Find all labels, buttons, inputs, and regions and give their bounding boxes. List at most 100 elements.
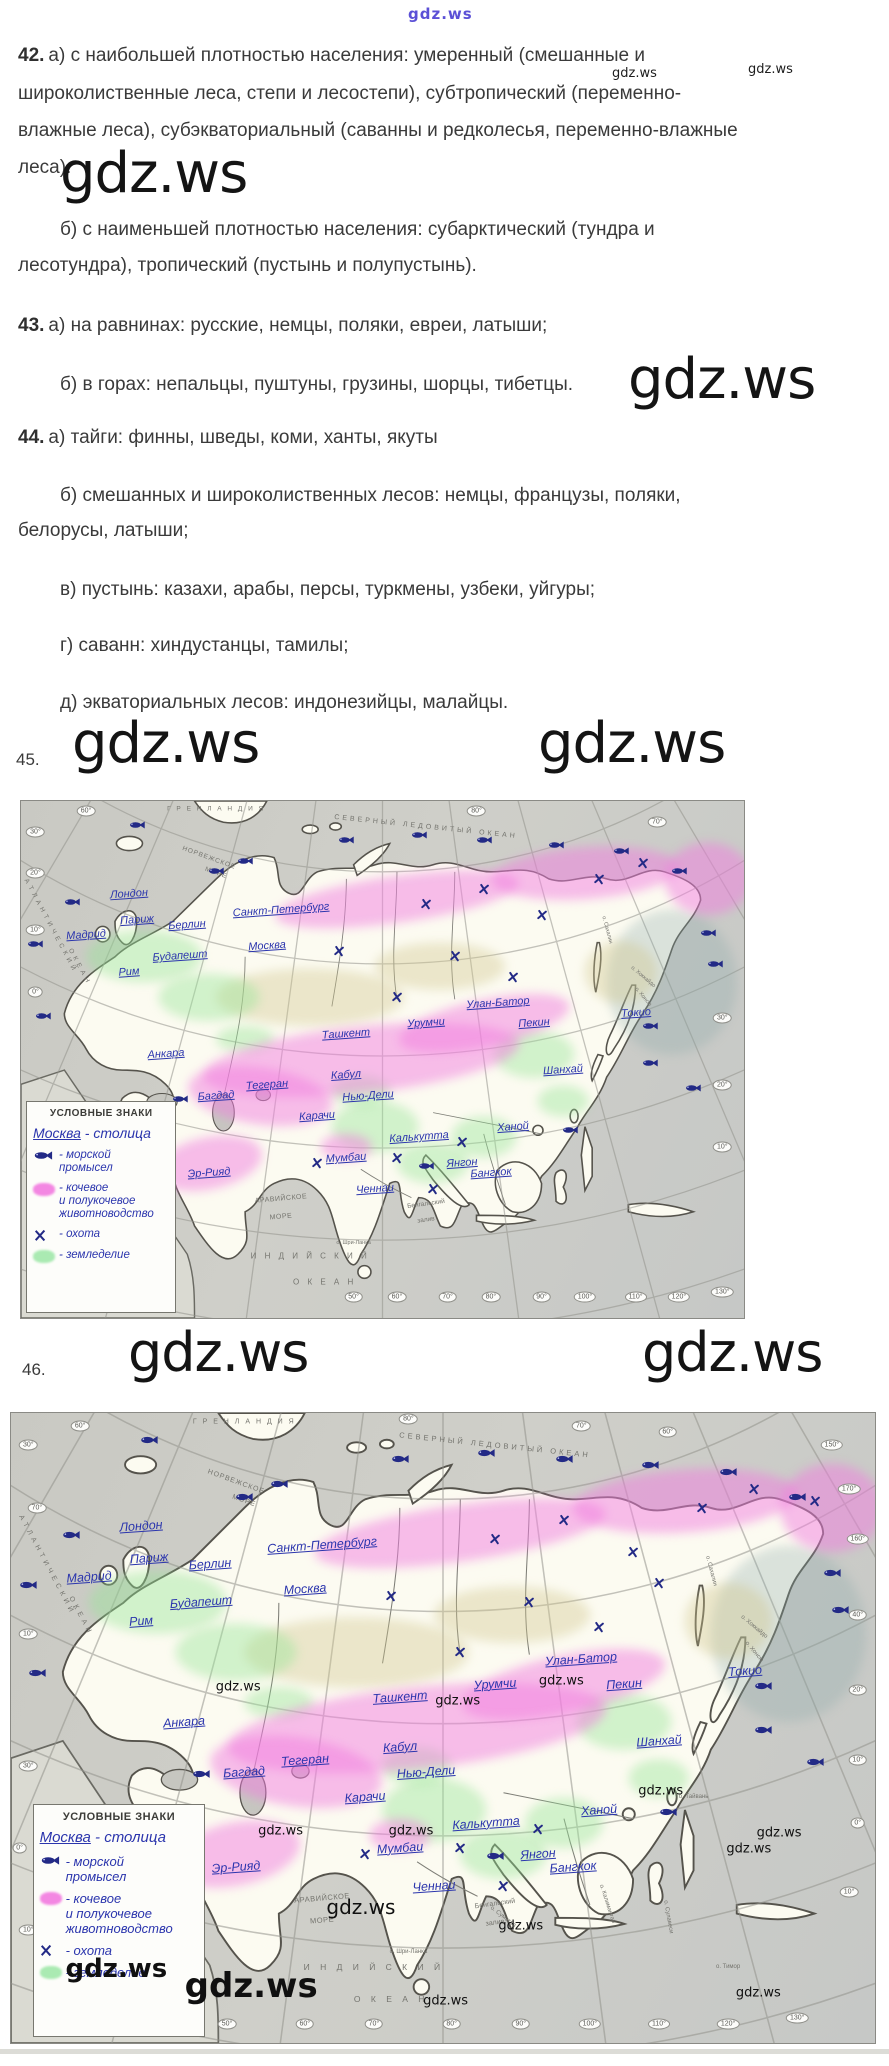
city-label: Бангкок [469,1165,512,1181]
fish-icon [562,1122,579,1134]
nomad-area-patch [664,842,744,915]
ocean-label: О К Е А Н [353,1993,429,2004]
x-mark-icon [40,1944,66,1957]
graticule-degree-tick: 30° [18,1439,38,1450]
watermark-gdz: gdz.ws [538,1673,584,1689]
legend-capital: Москва - столица [39,1828,166,1846]
city-label: Москва [247,938,286,954]
farming-area-patch [88,1570,227,1634]
fish-icon [62,1527,81,1539]
hunting-x-icon [488,1532,502,1546]
graticule-degree-tick: 100° [578,2018,602,2030]
watermark-gdz: gdz.ws [258,1823,303,1839]
nomad-area-patch [369,1819,431,1851]
legend-item-fishing: - морской промысел [40,1854,199,1884]
watermark-gdz-top: gdz.ws [408,5,473,23]
steppe-area-patch [244,1617,469,1688]
graticule-degree-tick: 10° [839,1886,859,1898]
graticule-degree-tick: 10° [713,1141,732,1153]
graticule-degree-tick: 20° [848,1684,868,1696]
city-label: Бангкок [548,1857,597,1876]
hunting-x-icon [535,908,549,922]
hunting-x-icon [808,1494,822,1508]
hunting-x-icon [448,949,462,963]
question-number: 43. [18,315,45,336]
graticule-degree-tick: 60° [658,1426,677,1438]
hunting-x-icon [531,1822,545,1836]
ocean-label: о. Калимантан [598,1884,617,1925]
city-label: Карачи [299,1109,336,1124]
legend-item-farming: - земледелие [33,1249,169,1263]
watermark-gdz: gdz.ws [60,141,248,206]
fish-icon [831,1603,850,1615]
city-label: Париж [129,1549,169,1567]
graticule-degree-tick: 70° [438,1291,457,1303]
fish-icon [554,1452,573,1463]
legend-item-farming: - земледелие [39,1965,199,1980]
city-label: Берлин [168,917,207,933]
graticule-degree-tick: 60° [387,1291,407,1303]
graticule-degree-tick: 110° [624,1291,647,1303]
city-label: Багдад [197,1088,236,1103]
hunting-x-icon [747,1482,761,1496]
graticule-degree-tick: 0° [850,1817,866,1828]
legend-capital: Москва - столица [33,1124,151,1141]
graticule-degree-tick: 150° [820,1439,844,1450]
answer-42-b-line1: б) с наименьшей плотностью населения: су… [60,219,655,240]
answer-44-a: 44. а) тайги: финны, шведы, коми, ханты, … [18,427,438,448]
hunting-x-icon [453,1646,467,1660]
graticule-degree-tick: 70° [27,1502,47,1513]
city-label: Кабул [330,1067,362,1083]
fish-icon [27,936,44,948]
city-label: Багдад [222,1763,266,1781]
hunting-x-icon [557,1513,571,1527]
city-label: Ташкент [371,1687,428,1706]
watermark-gdz: gdz.ws [756,1825,802,1841]
fish-icon [658,1804,677,1816]
hunting-x-icon [390,991,404,1005]
watermark-gdz: gdz.ws [498,1918,544,1934]
nomad-area-patch [310,1484,610,1582]
watermark-gdz: gdz.ws [628,347,816,412]
steppe-area-patch [584,940,658,1003]
ocean-label: АРАВИЙСКОЕ [254,1193,308,1205]
map-task-45-image: Г Р Е Н Л А Н Д И Я СЕВЕРНЫЙ ЛЕДОВИТЫЙ ОК… [20,800,745,1319]
fish-icon [753,1723,772,1734]
watermark-gdz: gdz.ws [748,62,793,77]
ocean-label: о. Сахалин [600,915,614,945]
ocean-label: о. Сулавеси [661,1899,674,1935]
fish-icon [208,863,225,875]
fish-icon [338,832,355,844]
fish-icon [788,1489,807,1501]
city-label: Мадрид [65,1568,112,1586]
watermark-gdz: gdz.ws [612,66,657,81]
farming-area-patch [86,930,202,982]
answer-44-b-line2: белорусы, латыши; [18,520,189,541]
fish-icon [670,863,687,875]
city-label: Калькутта [451,1813,521,1832]
graticule-degree-tick: 10° [18,1628,38,1639]
city-label: Берлин [187,1555,232,1573]
city-label: Тегеран [280,1750,330,1769]
watermark-gdz: gdz.ws [326,1894,396,1919]
hunting-x-icon [477,882,491,896]
city-label: Мумбаи [325,1150,368,1166]
fish-icon [140,1433,159,1445]
graticule-degree-tick: 120° [667,1291,691,1303]
city-label: Токио [727,1663,763,1680]
ocean-label: МОРЕ [269,1212,293,1222]
farming-area-patch [175,1624,297,1681]
fish-icon [128,817,145,829]
graticule-degree-tick: 60° [70,1420,90,1432]
answer-42-b-line2: лесотундра), тропический (пустынь и полу… [18,255,477,276]
graticule-degree-tick: 20° [26,867,45,879]
city-label: Анкара [146,1047,185,1062]
answer-43-b: б) в горах: непальцы, пуштуны, грузины, … [60,374,574,395]
fish-icon [390,1452,409,1463]
nomad-area-patch [489,841,681,906]
graticule-degree-tick: 70° [571,1420,591,1432]
watermark-gdz: gdz.ws [638,1783,684,1799]
ocean-label: Бенгальский [406,1198,446,1211]
graticule-degree-tick: 80° [467,805,486,817]
answer-43-a: 43. а) на равнинах: русские, немцы, поляк… [18,315,548,336]
